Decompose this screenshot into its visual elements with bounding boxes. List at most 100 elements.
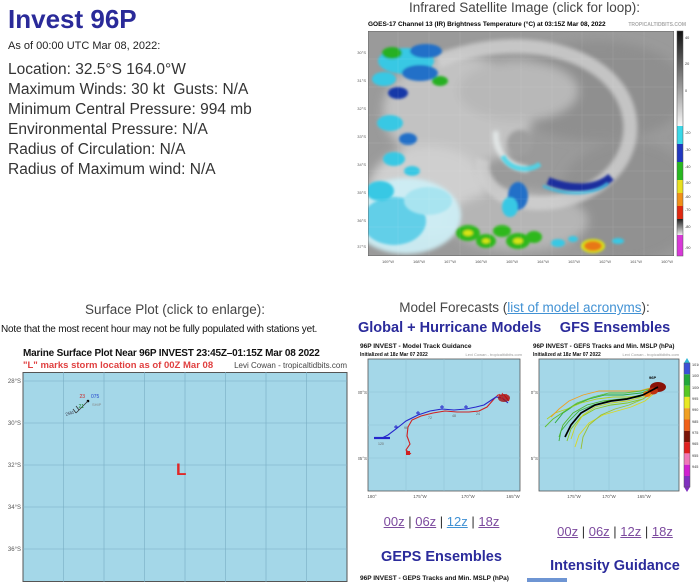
gefs-link-12z[interactable]: 12z: [620, 524, 642, 539]
svg-text:965: 965: [692, 442, 698, 446]
svg-text:96: 96: [404, 426, 408, 430]
svg-text:24: 24: [476, 412, 480, 416]
gefs-mean-track: [564, 386, 659, 438]
track-link-12z[interactable]: 12z: [446, 514, 468, 529]
svg-text:165°W: 165°W: [637, 494, 651, 499]
satellite-section-header: Infrared Satellite Image (click for loop…: [408, 0, 641, 15]
svg-text:40: 40: [685, 36, 689, 40]
satellite-image-title: GOES-17 Channel 13 (IR) Brightness Tempe…: [368, 20, 606, 28]
gefs-link-18z[interactable]: 18z: [651, 524, 673, 539]
surface-plot-credit: Levi Cowan - tropicaltidbits.com: [234, 361, 347, 370]
gefs-link-00z[interactable]: 00z: [557, 524, 579, 539]
track-link-00z[interactable]: 00z: [383, 514, 405, 529]
svg-text:175°W: 175°W: [413, 494, 427, 499]
track-plot-credit: Levi Cowan - tropicaltidbits.com: [466, 352, 523, 357]
svg-text:075: 075: [91, 394, 100, 400]
svg-text:985: 985: [692, 420, 698, 424]
svg-text:35°S: 35°S: [357, 190, 366, 195]
svg-text:96P: 96P: [649, 375, 656, 380]
storm-stats-block: Location: 32.5°S 164.0°W Maximum Winds: …: [8, 60, 252, 180]
svg-text:162°W: 162°W: [599, 259, 611, 264]
as-of-timestamp: As of 00:00 UTC Mar 08, 2022:: [8, 40, 161, 52]
gefs-plot-init: Initialized at 18z Mar 07 2022: [533, 352, 601, 358]
svg-text:1000: 1000: [692, 386, 699, 390]
satellite-lon-axis: 169°W 168°W 167°W 166°W 165°W 164°W 163°…: [382, 259, 673, 264]
surface-plot-title: Marine Surface Plot Near 96P INVEST 23:4…: [23, 348, 320, 359]
svg-text:164°W: 164°W: [537, 259, 549, 264]
satellite-lat-axis: 30°S 31°S 32°S 33°S 34°S 35°S 36°S 37°S: [357, 50, 366, 249]
svg-text:-30: -30: [685, 148, 691, 152]
geps-plot-title-cutoff: 96P INVEST - GEPS Tracks and Min. MSLP (…: [360, 575, 509, 582]
gefs-plot-credit: Levi Cowan - tropicaltidbits.com: [623, 352, 680, 357]
blue-model-track: [381, 396, 509, 439]
stat-max-winds: Maximum Winds: 30 kt Gusts: N/A: [8, 81, 249, 98]
svg-text:36°S: 36°S: [357, 218, 366, 223]
satellite-gridlines: [368, 31, 674, 256]
svg-text:23: 23: [79, 394, 85, 400]
storm-location-marker: L: [176, 460, 186, 479]
models-header-suffix: ):: [641, 300, 650, 315]
models-section-header: Model Forecasts (list of model acronyms)…: [350, 300, 699, 315]
surface-plot-image[interactable]: 28°S 30°S 32°S 34°S 36°S 23 075 21 25kt …: [0, 372, 350, 582]
models-header-prefix: Model Forecasts (: [399, 300, 508, 315]
svg-text:-60: -60: [685, 195, 691, 199]
gefs-link-06z[interactable]: 06z: [588, 524, 610, 539]
tropicaltidbits-watermark: TROPICALTIDBITS.COM: [628, 22, 686, 28]
svg-text:165°W: 165°W: [506, 494, 520, 499]
svg-text:165°W: 165°W: [506, 259, 518, 264]
surface-plot-grid: [23, 372, 347, 582]
infrared-satellite-image[interactable]: GOES-17 Channel 13 (IR) Brightness Tempe…: [356, 18, 692, 268]
geps-ensembles-header: GEPS Ensembles: [381, 549, 502, 565]
svg-text:-50: -50: [685, 181, 691, 185]
stat-radius-max-wind: Radius of Maximum wind: N/A: [8, 161, 216, 178]
satellite-map-art: [368, 31, 674, 256]
svg-text:21: 21: [78, 404, 84, 410]
stat-location: Location: 32.5°S 164.0°W: [8, 61, 186, 78]
svg-text:34°S: 34°S: [8, 505, 21, 511]
svg-text:36°S: 36°S: [8, 547, 21, 553]
page-title: Invest 96P: [8, 4, 137, 34]
track-init-links: 00z | 06z | 12z | 18z: [383, 514, 500, 529]
svg-text:28°S: 28°S: [8, 379, 21, 385]
svg-text:SHIP: SHIP: [92, 402, 102, 407]
svg-text:33°S: 33°S: [357, 134, 366, 139]
svg-text:955: 955: [692, 454, 698, 458]
svg-text:975: 975: [692, 431, 698, 435]
track-plot-title: 96P INVEST - Model Track Guidance: [360, 343, 472, 350]
svg-text:180°: 180°: [367, 494, 377, 499]
svg-text:30°S: 30°S: [357, 50, 366, 55]
svg-text:161°W: 161°W: [630, 259, 642, 264]
intensity-plot-cutoff: [527, 578, 567, 582]
svg-text:-90: -90: [685, 246, 691, 250]
svg-text:945: 945: [692, 465, 698, 469]
ship-station-plot: 23 075 21 25kt SHIP: [65, 394, 102, 417]
svg-text:72: 72: [428, 416, 432, 420]
svg-text:20: 20: [685, 62, 689, 66]
svg-text:170°W: 170°W: [602, 494, 616, 499]
svg-text:-80: -80: [685, 225, 691, 229]
stat-env-pressure: Environmental Pressure: N/A: [8, 121, 208, 138]
svg-text:168°W: 168°W: [413, 259, 425, 264]
gefs-ensembles-image[interactable]: 96P INVEST - GEFS Tracks and Min. MSLP (…: [531, 341, 699, 507]
svg-text:1010: 1010: [692, 363, 699, 367]
svg-text:-20: -20: [685, 131, 691, 135]
svg-text:32°S: 32°S: [8, 463, 21, 469]
svg-text:-70: -70: [685, 208, 691, 212]
svg-text:990: 990: [692, 408, 698, 412]
track-link-18z[interactable]: 18z: [478, 514, 500, 529]
stat-min-pressure: Minimum Central Pressure: 994 mb: [8, 101, 252, 118]
svg-text:163°W: 163°W: [568, 259, 580, 264]
intensity-guidance-header: Intensity Guidance: [550, 558, 680, 574]
svg-text:35°S: 35°S: [358, 456, 367, 461]
track-link-06z[interactable]: 06z: [415, 514, 437, 529]
surface-section-header[interactable]: Surface Plot (click to enlarge):: [84, 302, 266, 317]
model-acronyms-link[interactable]: list of model acronyms: [507, 300, 642, 315]
svg-text:169°W: 169°W: [382, 259, 394, 264]
svg-text:167°W: 167°W: [444, 259, 456, 264]
model-track-guidance-image[interactable]: 96P INVEST - Model Track Guidance Initia…: [358, 341, 525, 507]
global-hurricane-models-header: Global + Hurricane Models: [358, 320, 542, 336]
svg-text:32°S: 32°S: [357, 106, 366, 111]
svg-text:48: 48: [452, 414, 456, 418]
gefs-init-links: 00z | 06z | 12z | 18z: [557, 524, 673, 539]
